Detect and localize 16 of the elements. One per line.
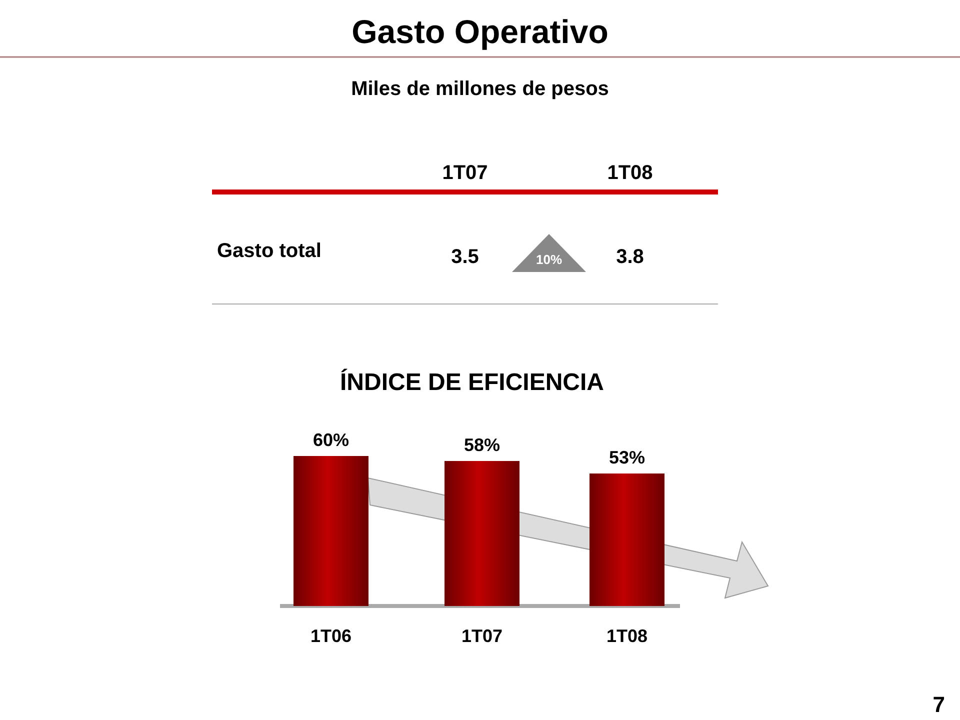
- text: 10%: [536, 252, 562, 267]
- text: 7: [932, 692, 945, 717]
- x-tick-label: 1T07: [461, 626, 503, 646]
- category-label: 1T07: [442, 162, 488, 184]
- data-label: 58%: [464, 435, 500, 455]
- data-label: 3.5: [451, 246, 479, 268]
- text: Gasto total: [217, 240, 322, 262]
- text: Miles de millones de pesos: [351, 78, 609, 100]
- text: Gasto Operativo: [352, 13, 608, 50]
- category-label: 1T08: [607, 162, 653, 184]
- data-label: 53%: [608, 448, 646, 468]
- chart-title: ÍNDICE DE EFICIENCIA: [340, 368, 604, 396]
- x-tick-label: 1T08: [606, 626, 648, 646]
- x-tick-label: 1T06: [310, 626, 352, 646]
- data-label: 60%: [312, 430, 350, 450]
- data-label: 3.8: [616, 246, 644, 268]
